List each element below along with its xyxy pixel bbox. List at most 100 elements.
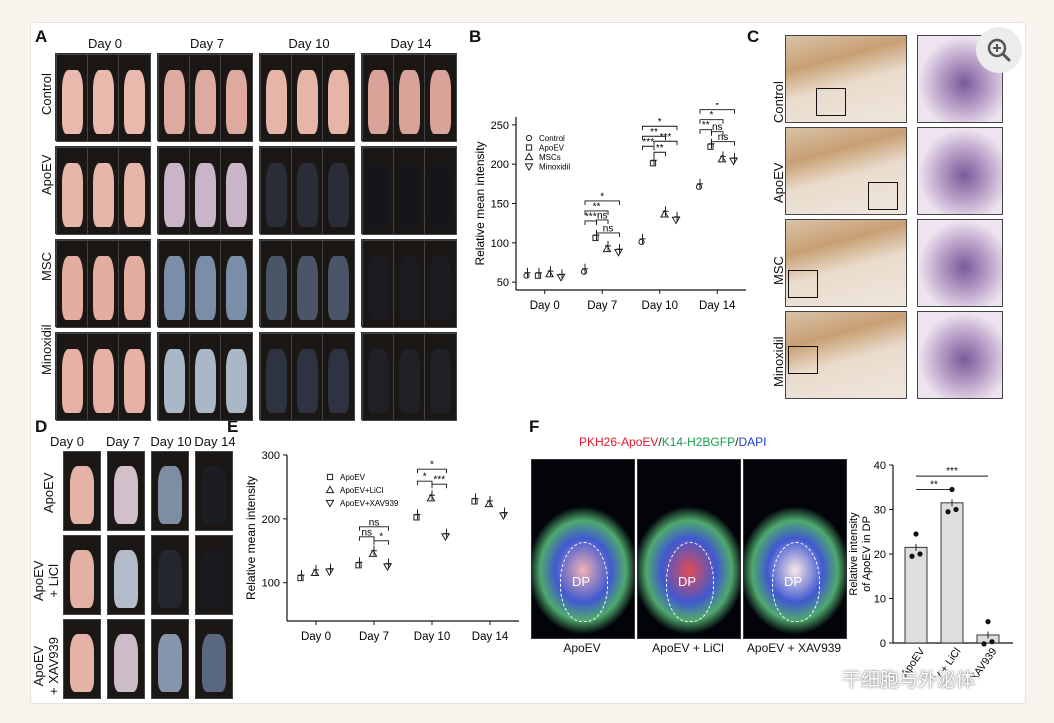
wechat-icon [812, 669, 836, 687]
y-tick-label: 200 [262, 514, 280, 526]
bar [940, 502, 964, 644]
mouse-photo [393, 333, 426, 421]
significance-label: ns [712, 122, 723, 133]
mouse-photo [158, 333, 191, 421]
shaved-skin-area [92, 70, 115, 135]
x-tick-label: Day 0 [530, 300, 560, 312]
mouse-photo-group [361, 146, 457, 235]
significance-bracket [584, 200, 620, 205]
y-tick-label: 20 [874, 549, 886, 561]
mouse-photo [63, 451, 101, 531]
stain-legend-part: / [735, 435, 739, 449]
significance-bracket [417, 468, 447, 474]
panel-letter-e: E [227, 417, 239, 436]
significance-label: * [600, 191, 604, 202]
mouse-photo [393, 240, 426, 328]
mouse-photo-group [259, 146, 355, 235]
panel-c-row-label: Minoxidil [771, 336, 786, 387]
data-point [545, 269, 554, 278]
shaved-skin-area [201, 466, 227, 524]
x-tick-label: Day 10 [642, 300, 678, 312]
data-point [383, 563, 392, 572]
mouse-photo-group [55, 146, 151, 235]
dp-outline [560, 542, 608, 622]
panel-d-row-label: ApoEV [41, 472, 56, 513]
y-tick-label: 0 [880, 638, 886, 650]
significance-label: *** [642, 137, 654, 148]
data-point [426, 493, 436, 502]
shaved-skin-area [398, 163, 421, 228]
shaved-skin-area [163, 70, 186, 135]
shaved-skin-area [265, 70, 288, 135]
data-point [556, 274, 566, 282]
y-tick-label: 300 [262, 450, 280, 462]
panel-a-row-label: ApoEV [39, 154, 54, 195]
shaved-skin-area [327, 256, 350, 321]
y-tick-label: 100 [262, 578, 280, 590]
x-tick-label: Day 14 [472, 631, 509, 643]
significance-bracket [699, 109, 735, 114]
mouse-photo [291, 54, 324, 142]
mouse-photo [56, 240, 89, 328]
y-axis-label: Relative mean intensity [473, 141, 487, 265]
bar [904, 546, 928, 644]
dp-label: DP [784, 574, 803, 589]
shaved-skin-area [92, 349, 115, 414]
shaved-skin-area [225, 256, 248, 321]
histology-section [785, 127, 907, 215]
histology-zoom [917, 219, 1003, 307]
mouse-photo [189, 333, 222, 421]
data-point [413, 514, 420, 521]
shaved-skin-area [92, 163, 115, 228]
significance-label: *** [585, 211, 597, 222]
data-point [525, 134, 533, 142]
significance-label: ** [593, 201, 601, 212]
data-point [310, 568, 320, 577]
panel-letter-d: D [35, 417, 48, 436]
significance-bracket [584, 210, 609, 215]
data-point [695, 183, 703, 190]
shaved-skin-area [367, 256, 390, 321]
mouse-photo [291, 240, 324, 328]
mouse-photo [87, 333, 120, 421]
significance-bracket [373, 540, 389, 545]
watermark: 干细胞与外泌体 [812, 665, 975, 692]
y-axis-label: Relative intensity [848, 512, 860, 596]
mouse-photo-group [55, 239, 151, 328]
shaved-skin-area [61, 256, 84, 321]
mouse-photo [260, 54, 293, 142]
significance-label: ** [656, 143, 664, 154]
zoom-in-button[interactable] [976, 27, 1022, 73]
shaved-skin-area [398, 70, 421, 135]
mouse-photo [158, 54, 191, 142]
mouse-photo [195, 451, 233, 531]
significance-label: ns [369, 517, 380, 528]
mouse-photo [424, 240, 457, 328]
mouse-photo [362, 54, 395, 142]
panel-letter-a: A [35, 27, 48, 46]
data-point [707, 143, 714, 150]
scale-bar [31, 23, 49, 25]
stain-legend-part: K14-H2BGFP [661, 435, 736, 449]
data-point [524, 152, 534, 161]
mouse-photo-group [259, 53, 355, 142]
data-point [953, 506, 959, 513]
stain-legend-part: PKH26-ApoEV [579, 435, 659, 449]
mouse-photo [189, 240, 222, 328]
shaved-skin-area [163, 163, 186, 228]
shaved-skin-area [367, 163, 390, 228]
panel-d-day-header: Day 14 [194, 434, 236, 449]
stain-legend-part: / [658, 435, 662, 449]
panel-a-day-header: Day 10 [288, 36, 330, 51]
x-tick-label: Day 14 [699, 300, 736, 312]
data-point [355, 562, 362, 569]
data-point [981, 641, 987, 647]
significance-bracket [642, 145, 655, 151]
significance-label: * [710, 110, 714, 121]
y-tick-label: 100 [491, 238, 509, 250]
legend-entry: ApoEV [340, 473, 366, 482]
mouse-photo [220, 240, 253, 328]
mouse-photo [362, 147, 395, 235]
mouse-photo [362, 240, 395, 328]
mouse-photo [87, 240, 120, 328]
